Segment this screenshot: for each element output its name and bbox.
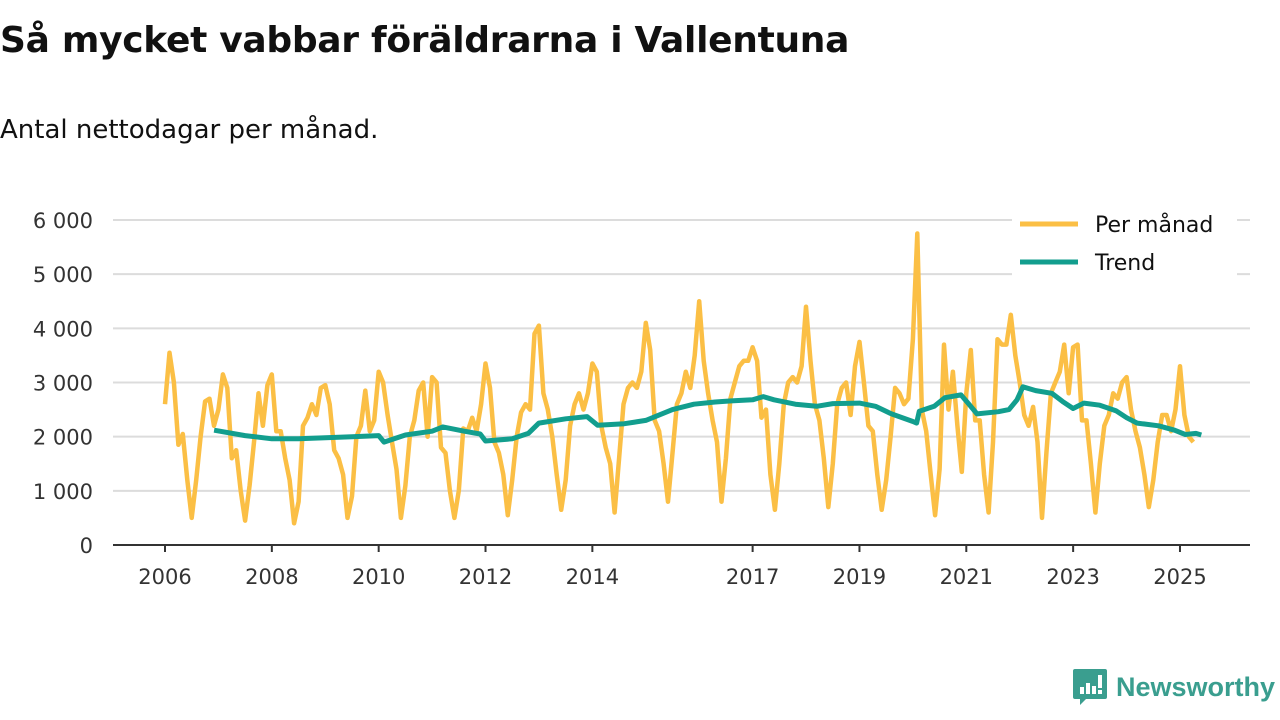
series-lines <box>162 231 1203 526</box>
newsworthy-logo: Newsworthy <box>1072 668 1275 706</box>
x-tick-label: 2006 <box>138 565 191 589</box>
x-tick-label: 2023 <box>1046 565 1099 589</box>
x-tick-label: 2017 <box>726 565 779 589</box>
x-tick-label: 2012 <box>459 565 512 589</box>
y-tick-label: 3 000 <box>33 371 93 395</box>
y-tick-label: 4 000 <box>33 317 93 341</box>
y-tick-label: 1 000 <box>33 480 93 504</box>
legend-label-per-manad: Per månad <box>1095 212 1213 238</box>
x-tick-label: 2008 <box>245 565 298 589</box>
series-line-per-manad <box>162 231 1196 526</box>
chart-subtitle: Antal nettodagar per månad. <box>0 115 379 145</box>
x-tick-label: 2019 <box>833 565 886 589</box>
newsworthy-logo-icon <box>1073 669 1107 705</box>
x-tick-label: 2021 <box>940 565 993 589</box>
legend: Per månad Trend <box>1012 203 1237 279</box>
x-tick-label: 2025 <box>1153 565 1206 589</box>
y-axis-ticks: 0 1 000 2 000 3 000 4 000 5 000 6 000 <box>33 209 93 558</box>
x-axis-ticks: 2006 2008 2010 2012 2014 2017 2019 2021 2023 2025 <box>138 545 1207 589</box>
y-tick-label: 6 000 <box>33 209 93 233</box>
x-tick-label: 2014 <box>566 565 619 589</box>
series-line-trend <box>213 384 1203 445</box>
newsworthy-logo-text: Newsworthy <box>1116 671 1276 702</box>
legend-background <box>1012 203 1237 279</box>
y-tick-label: 0 <box>80 534 93 558</box>
x-tick-label: 2010 <box>352 565 405 589</box>
y-tick-label: 2 000 <box>33 426 93 450</box>
chart-title: Så mycket vabbar föräldrarna i Vallentun… <box>0 20 850 61</box>
y-tick-label: 5 000 <box>33 263 93 287</box>
legend-label-trend: Trend <box>1094 251 1155 276</box>
